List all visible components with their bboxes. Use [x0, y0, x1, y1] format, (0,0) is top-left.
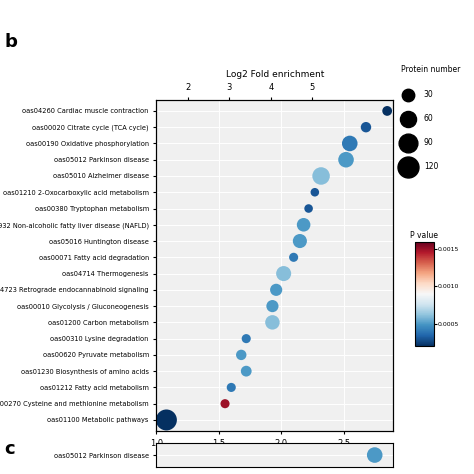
Point [163, 416, 170, 424]
Text: c: c [5, 440, 15, 458]
Point [317, 172, 325, 180]
Text: 90: 90 [424, 138, 434, 147]
Point [362, 123, 370, 131]
Point [346, 140, 354, 147]
Text: 60: 60 [424, 114, 434, 123]
Point [290, 254, 297, 261]
Point [242, 335, 250, 342]
Text: 120: 120 [424, 162, 438, 171]
Point [273, 286, 280, 293]
Point [300, 221, 308, 228]
Point [383, 107, 391, 115]
Point [269, 319, 276, 326]
Point [269, 302, 276, 310]
Point [242, 367, 250, 375]
Point [371, 451, 379, 459]
Title: P value: P value [410, 230, 438, 239]
Point [221, 400, 229, 408]
Point [296, 237, 304, 245]
Text: b: b [5, 33, 18, 51]
X-axis label: Log2 Fold enrichment: Log2 Fold enrichment [226, 70, 324, 79]
X-axis label: Log2 Fold enrichment: Log2 Fold enrichment [226, 454, 324, 463]
Text: 30: 30 [424, 90, 434, 99]
Point [280, 270, 287, 277]
Point [237, 351, 245, 359]
Point [228, 383, 235, 391]
Point [342, 156, 350, 164]
Text: Protein number: Protein number [401, 65, 460, 74]
Point [311, 189, 319, 196]
Point [305, 205, 312, 212]
